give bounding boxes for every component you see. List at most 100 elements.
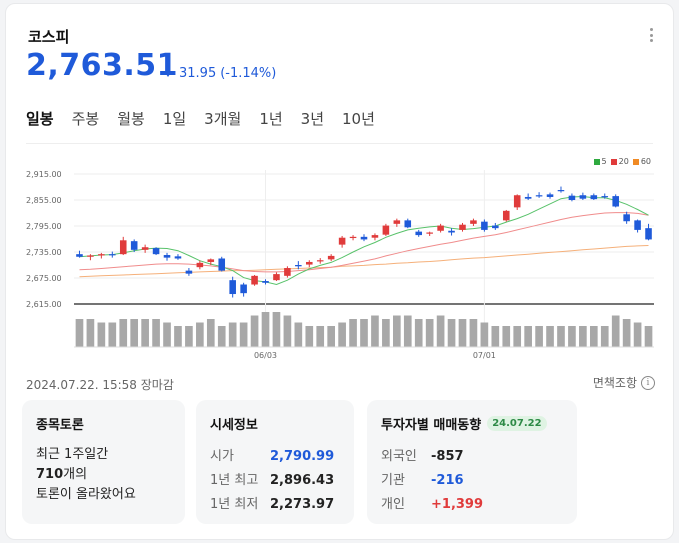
volume-bar [414,319,423,347]
current-price: 2,763.51 [26,48,179,83]
quote-row-52w-high: 1년 최고 2,896.43 [210,473,335,488]
volume-bar [349,319,357,347]
tab-weekly[interactable]: 주봉 [71,110,100,128]
volume-bar [141,319,149,347]
chart-legend: 5 20 60 [593,157,651,166]
tab-3months[interactable]: 3개월 [204,110,242,128]
volume-bar [447,319,456,347]
candle-body [579,195,587,199]
volume-bar [75,319,84,347]
candlestick-chart[interactable]: 2,915.00 2,855.00 2,795.00 2,735.00 2,675.00… [26,162,656,362]
volume-bar [644,326,653,347]
volume-bar [425,319,434,347]
candle-body [207,259,215,262]
candle-body [185,270,193,274]
volume-bar [97,322,106,347]
volume-bar [502,326,511,347]
candle-body [316,260,324,262]
discussion-box[interactable]: 종목토론 최근 1주일간 710개의 토론이 올라왔어요 [22,400,185,524]
candle-body [634,220,641,230]
tab-monthly[interactable]: 월봉 [117,110,145,128]
index-card: 코스피 2,763.51 31.95 (-1.14%) 일봉 주봉 월봉 1일 … [5,3,674,540]
volume-bar [261,312,270,347]
ma20-line [79,212,649,273]
more-options-icon[interactable] [643,26,659,44]
investor-box[interactable]: 투자자별 매매동향 24.07.22 외국인 -857 기관 -216 개인 +1,39… [367,400,577,524]
x-tick-label: 06/03 [254,351,277,360]
tabs-divider [26,143,653,144]
y-tick-label: 2,855.00 [26,196,62,205]
candle-body [229,280,236,295]
candle-body [492,225,499,229]
candle-body [218,258,226,271]
volume-bar [513,326,522,347]
volume-bar [611,315,620,347]
quote-box[interactable]: 시세정보 시가 2,790.99 1년 최고 2,896.43 1년 최저 2,273… [196,400,354,524]
candle-body [87,255,94,257]
tab-3years[interactable]: 3년 [300,110,325,128]
tab-daily[interactable]: 일봉 [26,110,54,128]
candle-body [240,284,247,294]
volume-bar [393,315,401,347]
candle-body [109,254,116,256]
discussion-title: 종목토론 [36,418,84,433]
candle-body [601,196,609,198]
volume-bar [108,322,117,347]
volume-bar [283,315,292,347]
timestamp: 2024.07.22. 15:58 장마감 [26,378,174,392]
candle-body [448,230,455,233]
volume-bar [579,326,587,347]
y-tick-label: 2,675.00 [26,274,62,283]
candle-body [459,224,466,230]
index-name[interactable]: 코스피 [28,28,70,46]
quote-row-52w-low: 1년 최저 2,273.97 [210,497,335,512]
volume-bar [524,326,532,347]
candle-body [404,220,412,228]
candle-body [262,281,269,283]
candle-body [98,254,105,256]
legend-ma5: 5 [593,157,607,166]
volume-bar [600,326,609,347]
change-percent: (-1.14%) [220,66,277,81]
down-arrow-icon [164,70,172,77]
volume-bar [403,315,412,347]
quote-title: 시세정보 [210,418,258,433]
candle-body [382,225,390,235]
candle-body [546,194,554,197]
candle-body [163,255,171,258]
volume-bar [458,319,467,347]
candle-body [426,232,433,234]
candle-body [196,262,204,268]
candle-body [327,255,335,260]
candle-body [524,196,532,199]
candle-body [349,236,357,239]
candle-body [612,196,619,207]
disclaimer-link[interactable]: 면책조항 i [593,374,655,391]
candle-body [393,220,401,224]
volume-bar [338,322,346,347]
volume-bar [622,319,631,347]
tab-10years[interactable]: 10년 [342,110,375,128]
candle-body [306,261,313,265]
volume-bar [196,322,204,347]
candle-body [284,268,291,276]
legend-ma20: 20 [610,157,629,166]
tab-1year[interactable]: 1년 [259,110,283,128]
candle-body [568,195,576,200]
candle-body [557,190,565,192]
volume-bar [327,326,335,347]
info-icon[interactable]: i [641,375,655,390]
volume-bar [185,326,193,347]
investor-row-individual: 개인 +1,399 [381,497,484,512]
y-tick-label: 2,915.00 [26,170,62,179]
volume-bar [535,326,543,347]
tab-1day[interactable]: 1일 [162,110,187,128]
discussion-line3: 토론이 올라왔어요 [36,487,136,502]
period-tabs: 일봉 주봉 월봉 1일 3개월 1년 3년 10년 [26,108,393,129]
volume-bar [174,326,182,347]
volume-bar [250,315,259,347]
volume-bar [568,326,576,347]
investor-row-institution: 기관 -216 [381,473,464,488]
volume-bar [371,315,379,347]
candle-body [470,220,477,224]
